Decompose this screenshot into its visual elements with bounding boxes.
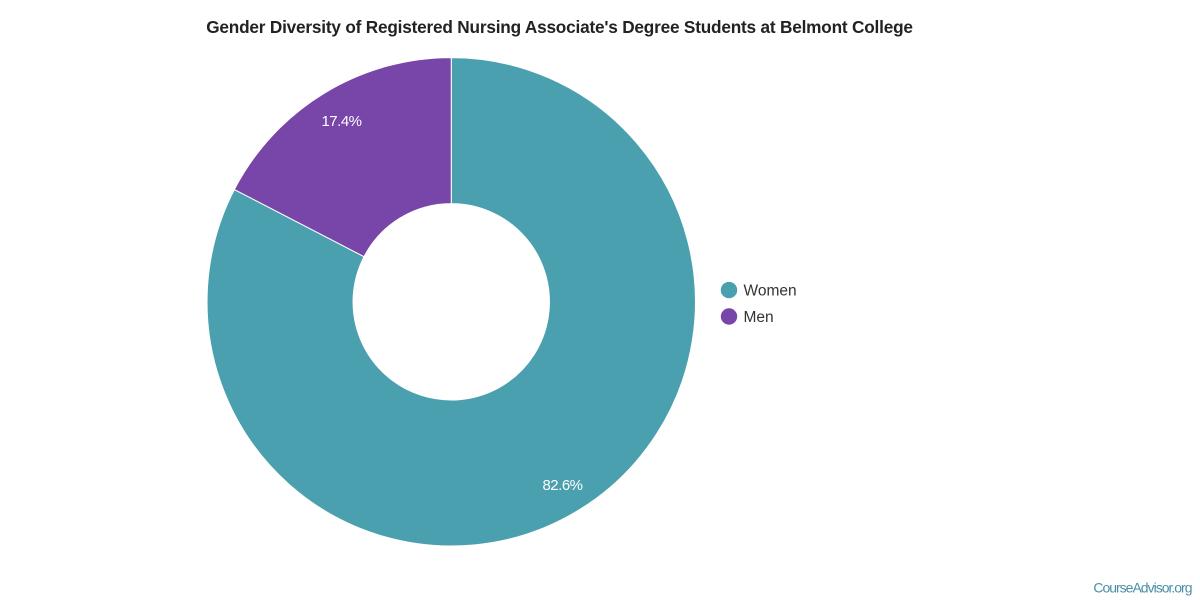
svg-text:17.4%: 17.4% <box>321 113 361 130</box>
svg-text:Men: Men <box>744 309 774 326</box>
svg-text:82.6%: 82.6% <box>542 477 582 494</box>
svg-text:Gender Diversity of Registered: Gender Diversity of Registered Nursing A… <box>206 17 913 37</box>
svg-text:Women: Women <box>744 283 797 300</box>
svg-text:CourseAdvisor.org: CourseAdvisor.org <box>1093 579 1191 595</box>
